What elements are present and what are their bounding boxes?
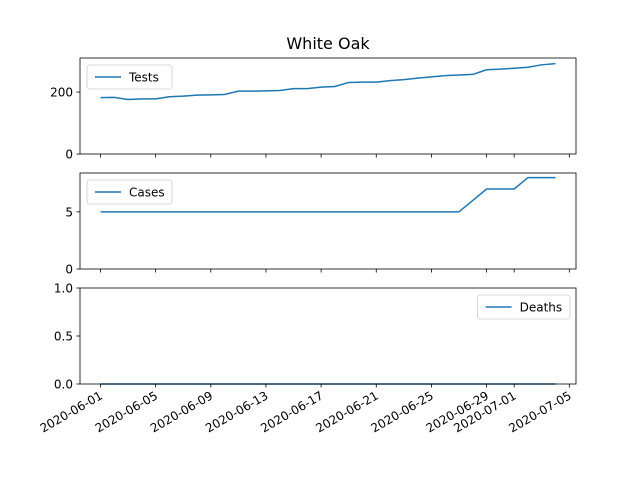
series-line-tests <box>100 62 556 101</box>
axes-frame-cases <box>79 172 577 270</box>
y-tick-label-deaths: 0.0 <box>54 378 73 392</box>
x-tick-labels: 2020-06-012020-06-052020-06-092020-06-13… <box>38 388 574 435</box>
legend-box-cases <box>86 179 173 205</box>
legend-label-cases: Cases <box>129 186 165 200</box>
y-tick-label-tests: 0 <box>65 148 73 162</box>
legend-label-tests: Tests <box>128 71 159 85</box>
y-tick-label-cases: 0 <box>65 263 73 277</box>
y-tick-label-deaths: 1.0 <box>54 282 73 296</box>
legend-box-tests <box>86 64 173 90</box>
series-line-cases <box>100 176 556 213</box>
subplot-tests: 0 200 Tests <box>50 57 577 162</box>
subplot-deaths: 0.0 0.5 1.0 Deaths <box>54 282 577 392</box>
legend-cases: Cases <box>86 179 173 205</box>
subplot-cases: 0 5 Cases <box>65 172 577 277</box>
legend-label-deaths: Deaths <box>520 301 563 315</box>
subplots: 0 200 Tests 0 5 Cases 0.0 0.5 1.0 Deaths <box>50 57 577 392</box>
legend-tests: Tests <box>86 64 173 90</box>
y-tick-label-tests: 200 <box>50 86 73 100</box>
y-tick-label-deaths: 0.5 <box>54 330 73 344</box>
y-tick-label-cases: 5 <box>65 205 73 219</box>
chart-title: White Oak <box>286 34 370 53</box>
x-tick-label: 2020-07-05 <box>506 388 573 435</box>
axes-frame-tests <box>79 57 577 155</box>
legend-box-deaths <box>477 294 571 320</box>
legend-deaths: Deaths <box>477 294 571 320</box>
